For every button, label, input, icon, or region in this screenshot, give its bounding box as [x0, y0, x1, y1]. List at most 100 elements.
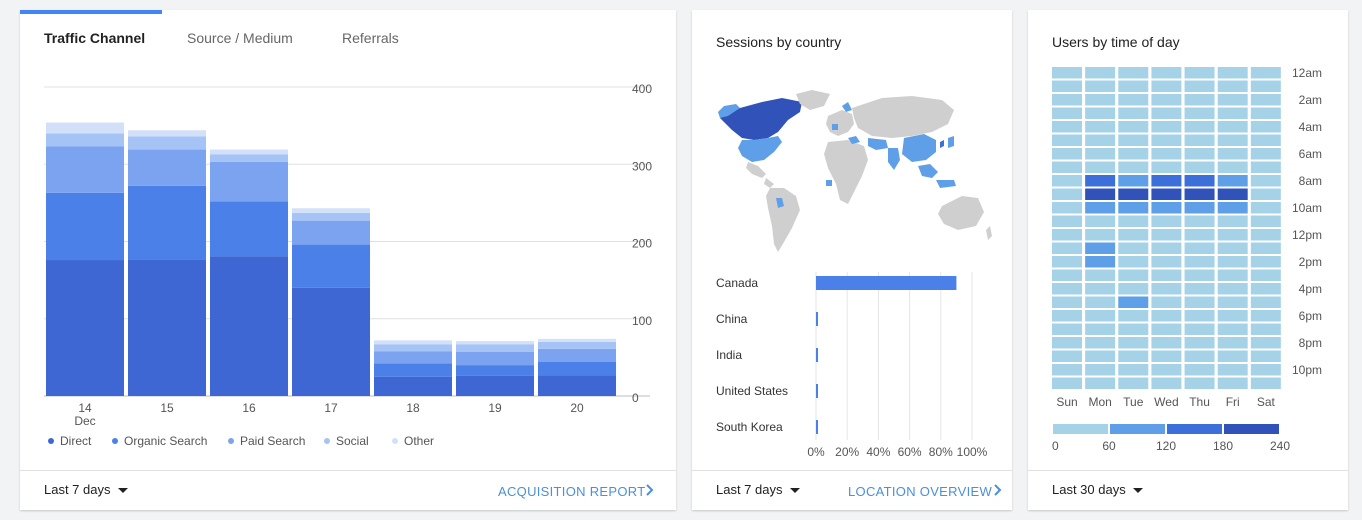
x-tick-label-15: 15	[160, 401, 174, 415]
bar-other-17	[292, 208, 370, 213]
bar-paid-search-16	[210, 161, 288, 202]
heat-cell-mon-h23	[1085, 377, 1116, 389]
heat-cell-tue-h21	[1118, 350, 1149, 362]
heat-cell-thu-h16	[1184, 283, 1215, 295]
heat-cell-sat-h5	[1250, 134, 1281, 146]
time-footer: Last 30 days	[1028, 470, 1348, 510]
heat-cell-thu-h3	[1184, 107, 1215, 119]
heat-cell-fri-h5	[1217, 134, 1248, 146]
y-tick-label-200: 200	[632, 237, 652, 251]
heat-cell-thu-h22	[1184, 364, 1215, 376]
heat-cell-tue-h6	[1118, 148, 1149, 160]
heat-cell-tue-h19	[1118, 323, 1149, 335]
legend-item-social: Social	[324, 434, 369, 448]
heat-cell-thu-h0	[1184, 67, 1215, 79]
map-canada	[720, 98, 802, 140]
caret-down-icon	[789, 488, 800, 494]
date-range-label: Last 7 days	[716, 482, 783, 497]
heat-cell-mon-h7	[1085, 161, 1116, 173]
heat-cell-wed-h16	[1151, 283, 1182, 295]
tab-referrals[interactable]: Referrals	[342, 30, 399, 46]
y-tick-label-300: 300	[632, 159, 652, 173]
users-by-time-of-day-card: Users by time of day 12am 2am 4am 6am 8am 10a…	[1028, 10, 1348, 510]
date-range-dropdown[interactable]: Last 7 days	[44, 482, 128, 497]
traffic-tabs: Traffic Channel Source / Medium Referral…	[20, 10, 676, 66]
heat-cell-sun-h1	[1052, 80, 1082, 92]
heat-cell-sat-h14	[1250, 256, 1281, 268]
heat-cell-tue-h11	[1118, 215, 1149, 227]
bar-organic-search-17	[292, 244, 370, 288]
heat-cell-thu-h1	[1184, 80, 1215, 92]
bar-direct-17	[292, 287, 370, 396]
heat-cell-fri-h15	[1217, 269, 1248, 281]
tab-traffic-channel[interactable]: Traffic Channel	[44, 30, 146, 46]
heat-cell-wed-h10	[1151, 202, 1182, 214]
x-tick-label-14: 14	[78, 401, 92, 415]
heat-cell-mon-h11	[1085, 215, 1116, 227]
heat-cell-sun-h13	[1052, 242, 1082, 254]
heat-cell-mon-h16	[1085, 283, 1116, 295]
heat-cell-tue-h20	[1118, 337, 1149, 349]
heat-cell-sat-h23	[1250, 377, 1281, 389]
acquisition-report-link[interactable]: ACQUISITION REPORT	[498, 484, 646, 499]
hour-label-8am: 8am	[1299, 174, 1322, 188]
heat-cell-sat-h9	[1250, 188, 1281, 200]
bar-paid-search-20	[538, 348, 616, 363]
heat-cell-wed-h4	[1151, 121, 1182, 133]
heat-cell-sun-h20	[1052, 337, 1082, 349]
chevron-right-icon[interactable]	[642, 483, 656, 497]
heat-cell-sun-h15	[1052, 269, 1082, 281]
country-label-south-korea: South Korea	[716, 420, 783, 434]
map-central-asia	[868, 138, 888, 150]
heat-cell-sat-h3	[1250, 107, 1281, 119]
map-europe	[826, 110, 854, 136]
heat-cell-tue-h0	[1118, 67, 1149, 79]
x-tick-label-60: 60%	[898, 445, 922, 459]
heat-cell-sun-h5	[1052, 134, 1082, 146]
heat-cell-wed-h20	[1151, 337, 1182, 349]
legend-dot-direct	[48, 437, 54, 444]
heat-cell-thu-h8	[1184, 175, 1215, 187]
heat-cell-wed-h8	[1151, 175, 1182, 187]
bar-direct-16	[210, 256, 288, 396]
x-tick-label-18: 18	[406, 401, 420, 415]
heat-cell-mon-h15	[1085, 269, 1116, 281]
heat-cell-fri-h18	[1217, 310, 1248, 322]
heat-cell-fri-h7	[1217, 161, 1248, 173]
bar-direct-20	[538, 375, 616, 396]
scale-swatch-0	[1053, 424, 1108, 434]
bar-social-15	[128, 136, 206, 150]
heat-cell-wed-h15	[1151, 269, 1182, 281]
heat-cell-sat-h19	[1250, 323, 1281, 335]
legend-dot-social	[324, 437, 330, 444]
heat-cell-sun-h8	[1052, 175, 1082, 187]
day-label-fri: Fri	[1226, 395, 1240, 409]
heat-cell-sun-h4	[1052, 121, 1082, 133]
location-overview-link[interactable]: LOCATION OVERVIEW	[848, 484, 993, 499]
heat-cell-mon-h13	[1085, 242, 1116, 254]
tab-source-medium[interactable]: Source / Medium	[187, 30, 293, 46]
heat-cell-thu-h17	[1184, 296, 1215, 308]
heat-cell-wed-h2	[1151, 94, 1182, 106]
map-scandinavia	[842, 102, 852, 112]
map-colombia	[776, 198, 784, 208]
heat-cell-mon-h10	[1085, 202, 1116, 214]
bar-other-19	[456, 341, 534, 345]
heat-cell-sun-h10	[1052, 202, 1082, 214]
heat-cell-tue-h4	[1118, 121, 1149, 133]
heat-cell-sun-h23	[1052, 377, 1082, 389]
map-south-america	[766, 188, 800, 252]
heat-cell-wed-h9	[1151, 188, 1182, 200]
map-western-europe	[832, 124, 838, 130]
date-range-dropdown[interactable]: Last 7 days	[716, 482, 800, 497]
date-range-dropdown[interactable]: Last 30 days	[1052, 482, 1143, 497]
heat-cell-fri-h17	[1217, 296, 1248, 308]
heat-cell-wed-h22	[1151, 364, 1182, 376]
chevron-right-icon[interactable]	[990, 483, 1004, 497]
map-mexico	[746, 162, 766, 178]
heat-cell-wed-h18	[1151, 310, 1182, 322]
legend-label-direct: Direct	[60, 434, 92, 448]
country-bar-canada	[816, 276, 957, 290]
bar-social-14	[46, 133, 124, 147]
heat-cell-wed-h14	[1151, 256, 1182, 268]
